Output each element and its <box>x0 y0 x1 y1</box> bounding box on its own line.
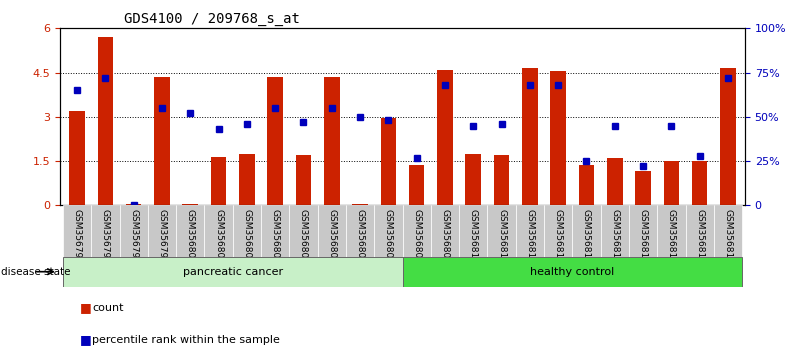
Text: GSM356817: GSM356817 <box>667 210 676 264</box>
Bar <box>402 257 742 287</box>
Text: GSM356812: GSM356812 <box>525 210 534 264</box>
Text: GSM356802: GSM356802 <box>243 210 252 264</box>
Bar <box>183 204 198 205</box>
Text: disease state: disease state <box>1 267 70 277</box>
Text: GSM356808: GSM356808 <box>413 210 421 264</box>
Bar <box>544 205 572 257</box>
Text: GSM356804: GSM356804 <box>299 210 308 264</box>
Bar <box>239 154 255 205</box>
Bar <box>126 204 142 205</box>
Text: GSM356807: GSM356807 <box>384 210 392 264</box>
Bar <box>578 166 594 205</box>
Text: GSM356810: GSM356810 <box>469 210 477 264</box>
Bar <box>431 205 459 257</box>
Text: percentile rank within the sample: percentile rank within the sample <box>92 335 280 345</box>
Bar <box>522 68 537 205</box>
Text: GSM356809: GSM356809 <box>441 210 449 264</box>
Bar <box>516 205 544 257</box>
Bar <box>601 205 629 257</box>
Bar <box>346 205 374 257</box>
Text: pancreatic cancer: pancreatic cancer <box>183 267 283 277</box>
Bar <box>629 205 657 257</box>
Text: healthy control: healthy control <box>530 267 614 277</box>
Bar <box>261 205 289 257</box>
Text: GSM356798: GSM356798 <box>129 210 138 264</box>
Bar <box>437 70 453 205</box>
Bar <box>91 205 119 257</box>
Text: GSM356803: GSM356803 <box>271 210 280 264</box>
Bar <box>318 205 346 257</box>
Bar <box>692 161 707 205</box>
Bar <box>296 155 312 205</box>
Text: GSM356819: GSM356819 <box>723 210 732 264</box>
Bar <box>63 205 91 257</box>
Bar <box>176 205 204 257</box>
Bar <box>154 77 170 205</box>
Bar <box>211 156 227 205</box>
Text: GSM356816: GSM356816 <box>638 210 647 264</box>
Text: ■: ■ <box>80 302 92 314</box>
Text: GDS4100 / 209768_s_at: GDS4100 / 209768_s_at <box>124 12 300 27</box>
Bar <box>550 71 566 205</box>
Text: GSM356818: GSM356818 <box>695 210 704 264</box>
Bar <box>374 205 402 257</box>
Bar <box>324 77 340 205</box>
Bar <box>63 257 402 287</box>
Text: ■: ■ <box>80 333 92 346</box>
Bar <box>572 205 601 257</box>
Bar <box>493 155 509 205</box>
Bar <box>663 161 679 205</box>
Bar <box>380 118 396 205</box>
Bar <box>409 166 425 205</box>
Bar <box>657 205 686 257</box>
Bar <box>268 77 283 205</box>
Text: GSM356805: GSM356805 <box>328 210 336 264</box>
Text: GSM356813: GSM356813 <box>553 210 562 264</box>
Text: GSM356799: GSM356799 <box>158 210 167 264</box>
Bar <box>459 205 487 257</box>
Bar <box>69 111 85 205</box>
Text: GSM356801: GSM356801 <box>214 210 223 264</box>
Text: GSM356815: GSM356815 <box>610 210 619 264</box>
Bar <box>402 205 431 257</box>
Bar <box>607 158 622 205</box>
Text: GSM356796: GSM356796 <box>73 210 82 264</box>
Text: GSM356806: GSM356806 <box>356 210 364 264</box>
Text: GSM356811: GSM356811 <box>497 210 506 264</box>
Bar <box>204 205 233 257</box>
Bar <box>686 205 714 257</box>
Bar <box>148 205 176 257</box>
Text: GSM356800: GSM356800 <box>186 210 195 264</box>
Bar <box>289 205 318 257</box>
Bar <box>714 205 742 257</box>
Bar <box>465 154 481 205</box>
Bar <box>119 205 148 257</box>
Bar <box>352 204 368 205</box>
Bar <box>487 205 516 257</box>
Bar <box>98 37 113 205</box>
Bar <box>720 68 736 205</box>
Text: count: count <box>92 303 123 313</box>
Bar <box>635 171 651 205</box>
Text: GSM356797: GSM356797 <box>101 210 110 264</box>
Text: GSM356814: GSM356814 <box>582 210 591 264</box>
Bar <box>233 205 261 257</box>
